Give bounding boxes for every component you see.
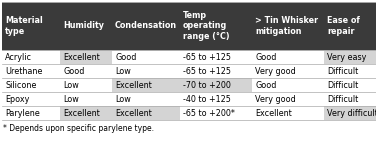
Text: -65 to +200*: -65 to +200* [183,108,235,117]
Text: Excellent: Excellent [115,108,152,117]
Text: -70 to +200: -70 to +200 [183,81,231,90]
Text: Very difficult: Very difficult [327,108,376,117]
Bar [60,106,112,120]
Text: Difficult: Difficult [327,66,358,75]
Text: Excellent: Excellent [63,108,100,117]
Text: Good: Good [255,81,276,90]
Text: Silicone: Silicone [5,81,36,90]
Bar [2,78,376,92]
Text: Excellent: Excellent [115,81,152,90]
Bar [60,50,112,64]
Text: Material
type: Material type [5,16,43,36]
Text: Difficult: Difficult [327,94,358,103]
Text: Epoxy: Epoxy [5,94,29,103]
Text: Very good: Very good [255,66,296,75]
Text: -65 to +125: -65 to +125 [183,66,231,75]
Bar [2,106,376,120]
Text: Low: Low [115,66,131,75]
Text: Difficult: Difficult [327,81,358,90]
Text: -65 to +125: -65 to +125 [183,52,231,62]
Text: Temp
operating
range (°C): Temp operating range (°C) [183,11,230,41]
Text: Good: Good [115,52,136,62]
Text: Very easy: Very easy [327,52,366,62]
Bar [2,92,376,106]
Text: * Depends upon specific parylene type.: * Depends upon specific parylene type. [3,124,154,133]
Bar [2,2,376,50]
Bar [180,78,252,92]
Bar [324,50,376,64]
Text: Good: Good [255,52,276,62]
Text: Excellent: Excellent [63,52,100,62]
Text: Good: Good [63,66,84,75]
Text: Low: Low [63,81,79,90]
Text: -40 to +125: -40 to +125 [183,94,231,103]
Bar [2,50,376,64]
Text: > Tin Whisker
mitigation: > Tin Whisker mitigation [255,16,318,36]
Text: Excellent: Excellent [255,108,292,117]
Bar [2,64,376,78]
Bar [112,78,180,92]
Text: Urethane: Urethane [5,66,42,75]
Text: Very good: Very good [255,94,296,103]
Text: Condensation: Condensation [115,21,177,30]
Text: Low: Low [115,94,131,103]
Text: Humidity: Humidity [63,21,104,30]
Text: Parylene: Parylene [5,108,40,117]
Text: Ease of
repair: Ease of repair [327,16,360,36]
Bar [324,106,376,120]
Text: Acrylic: Acrylic [5,52,32,62]
Bar [112,106,180,120]
Text: Low: Low [63,94,79,103]
